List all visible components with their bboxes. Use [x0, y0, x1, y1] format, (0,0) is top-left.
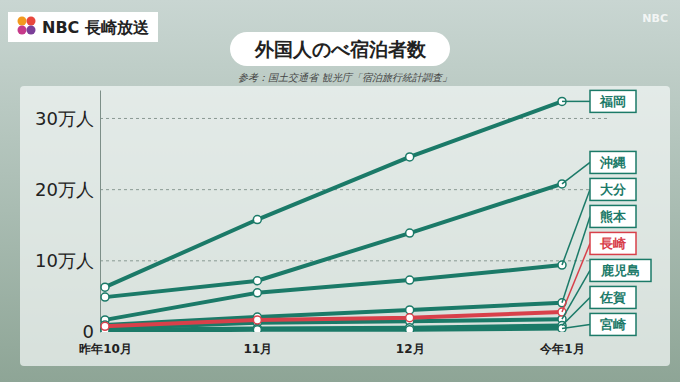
y-tick-label: 0 [83, 321, 94, 342]
x-tick-label: 昨年10月 [79, 342, 132, 356]
marker [101, 283, 109, 291]
marker [253, 326, 261, 332]
series-line [105, 326, 562, 330]
series-label: 沖縄 [599, 155, 626, 170]
series-line [105, 184, 562, 297]
marker [253, 216, 261, 224]
x-tick: 今年1月 [539, 332, 584, 356]
x-tick-label: 11月 [243, 342, 272, 356]
label-box [590, 178, 636, 200]
logo-box [8, 12, 158, 42]
grid [100, 118, 610, 260]
label-box [590, 90, 636, 112]
y-tick-label: 10万人 [35, 250, 94, 271]
leader-line [562, 162, 590, 184]
watermark: NBC [642, 12, 668, 25]
marker [253, 316, 261, 324]
leader-line [562, 101, 590, 103]
series-label: 福岡 [599, 94, 626, 109]
marker [406, 314, 414, 322]
series-label: 大分 [600, 182, 627, 197]
leader-line [562, 324, 590, 328]
x-tick-label: 今年1月 [539, 342, 584, 356]
plot-area [101, 97, 566, 332]
series-label: 佐賀 [599, 290, 626, 305]
series-label: 長崎 [599, 236, 626, 251]
y-tick-label: 20万人 [35, 179, 94, 200]
label-box [590, 313, 636, 335]
logo-dot [27, 17, 36, 26]
x-axis: 昨年10月 11月 12月 今年1月 [79, 332, 585, 356]
y-tick-label: 30万人 [35, 108, 94, 129]
logo-text: NBC 長崎放送 [42, 18, 149, 37]
marker [406, 326, 414, 332]
label-box [590, 232, 636, 254]
marker [253, 277, 261, 285]
grid-line [100, 189, 610, 190]
y-tick: 30万人 [35, 108, 100, 129]
series-label: 宮崎 [600, 317, 626, 332]
y-tick: 20万人 [35, 179, 100, 200]
marker [406, 153, 414, 161]
x-axis-line [106, 332, 563, 333]
x-tick: 12月 [396, 332, 425, 356]
source: 参考：国土交通省 観光庁「宿泊旅行統計調査」 [238, 72, 451, 83]
title-box [230, 32, 450, 66]
series-line [105, 312, 562, 326]
y-tick: 10万人 [35, 250, 100, 271]
label-box [590, 259, 651, 281]
marker [101, 293, 109, 301]
label-box [590, 286, 636, 308]
y-axis: 0 10万人 20万人 30万人 [35, 91, 100, 343]
series-labels: 宮崎 佐賀 鹿児島 長崎 熊本 大分 沖縄 福岡 [562, 90, 651, 335]
leader-line [562, 189, 590, 265]
series-line [105, 328, 562, 330]
chart: NBC 長崎放送 NBC 外国人のべ宿泊者数参考：国土交通省 観光庁「宿泊旅行統計調… [0, 0, 680, 382]
series-label: 熊本 [600, 209, 627, 224]
series-label: 鹿児島 [600, 263, 640, 278]
marker [253, 289, 261, 297]
label-box [590, 205, 636, 227]
logo: NBC 長崎放送 [8, 12, 158, 42]
marker [406, 306, 414, 314]
title: 外国人のべ宿泊者数 [254, 38, 427, 60]
marker [406, 276, 414, 284]
marker [101, 322, 109, 330]
grid-line [100, 260, 610, 261]
plot-panel [20, 86, 670, 366]
logo-dot [18, 17, 27, 26]
logo-dot [18, 26, 27, 35]
grid-line [100, 118, 610, 119]
x-tick-label: 12月 [396, 342, 425, 356]
label-box [590, 151, 636, 173]
background [0, 0, 680, 382]
logo-dot [27, 26, 36, 35]
x-tick: 昨年10月 [79, 332, 132, 356]
marker [406, 229, 414, 237]
y-tick: 0 [83, 321, 100, 342]
series-line [105, 101, 562, 287]
x-tick: 11月 [243, 332, 272, 356]
